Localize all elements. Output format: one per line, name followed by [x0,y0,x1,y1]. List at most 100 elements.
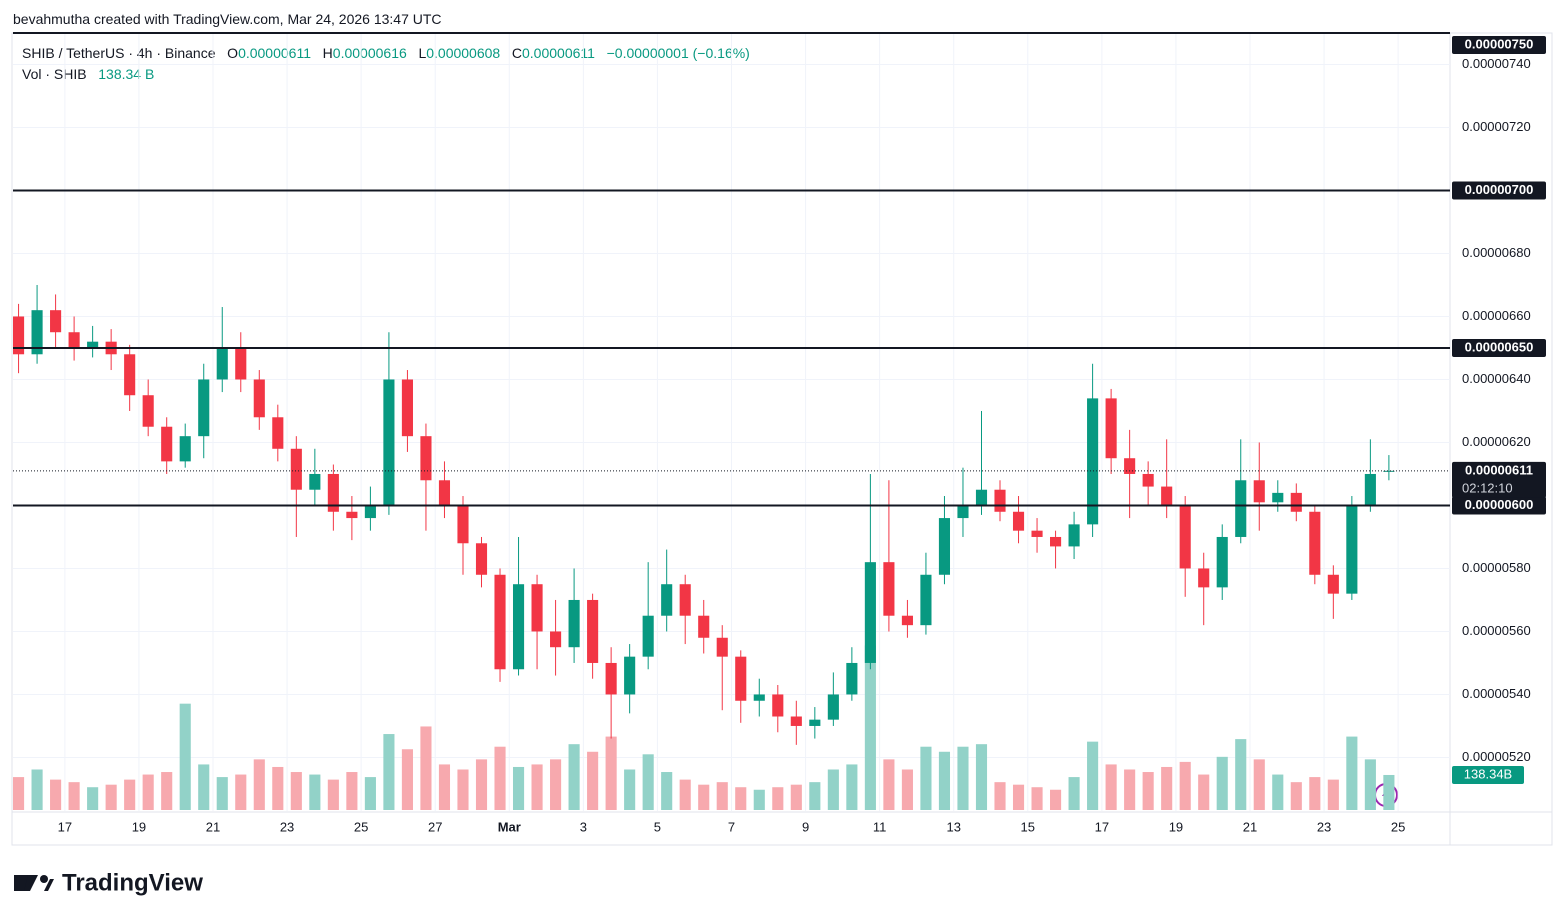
volume-bar [1124,769,1136,810]
volume-bar [1142,772,1154,810]
x-tick-label: 25 [1391,819,1405,834]
logo: TradingView [14,869,203,896]
candle-body [587,599,599,663]
candle-body [1179,505,1191,569]
x-tick-label: 9 [802,819,809,834]
candle-body [679,584,691,616]
y-tick-label: 0.00000740 [1462,56,1531,71]
candle-body [1383,470,1395,472]
x-tick-label: 17 [1095,819,1109,834]
volume-bar [364,777,376,810]
volume-bar [975,744,988,810]
x-tick-label: 21 [206,819,220,834]
volume-bar [124,779,136,810]
volume-bar [1105,764,1117,810]
x-tick-label: Mar [498,819,521,834]
candle-body [512,584,525,670]
volume-bar [1179,761,1191,810]
volume-bar [920,746,932,810]
candle-body [494,574,506,670]
y-tick-label: 0.00000660 [1462,308,1531,323]
volume-bar [661,772,673,810]
candle-body [1087,398,1099,525]
candle-body [790,716,802,726]
o-label: O [227,45,239,61]
candle-body [809,719,821,726]
volume-bar [1198,774,1210,810]
candle-body [31,310,43,355]
l-value: 0.00000608 [426,45,501,61]
volume-bar [1364,759,1376,810]
candle-body [475,543,488,575]
volume-bar [938,751,951,810]
candle-body [364,505,376,519]
candle-body [235,347,247,380]
price-tag-bg [1452,181,1546,200]
attribution: bevahmutha created with TradingView.com,… [13,11,442,27]
candle-body [142,395,154,427]
volume-bar [698,784,710,810]
volume-bar [216,777,228,810]
candle-body [1216,536,1228,588]
candle-body [864,562,876,663]
volume-bar [1346,736,1358,810]
volume-bar [290,772,302,810]
volume-bar [142,774,154,810]
volume-bar [494,746,506,810]
volume-bar [438,764,451,810]
volume-legend: Vol · SHIB 138.34 B [22,66,154,82]
volume-bar [198,764,210,810]
countdown: 02:12:10 [1462,480,1513,495]
candle-body [216,347,228,380]
volume-bar [883,759,895,810]
candle-body [1346,505,1358,594]
x-tick-label: 25 [354,819,368,834]
x-tick-label: 21 [1243,819,1257,834]
volume-bar [87,787,99,810]
volume-bar [679,779,691,810]
candle-body [1253,480,1265,503]
candle-body [1161,486,1173,506]
candle-body [1272,492,1284,503]
volume-bar [605,736,617,810]
x-tick-label: 19 [132,819,146,834]
candle-body [383,379,395,506]
candle-body [753,694,765,701]
volume-bar [1383,774,1395,810]
candle-body [920,574,932,626]
h-label: H [322,45,333,61]
volume-tag: 138.34B [1464,766,1512,781]
candle-body [957,505,969,519]
volume-bar [309,774,321,810]
candle-body [846,662,858,695]
volume-bar [587,751,599,810]
volume-bar [642,754,654,810]
price-tag: 0.00000650 [1465,339,1534,354]
candle-body [457,505,469,544]
candle-body [420,436,432,481]
x-tick-label: 5 [654,819,661,834]
x-tick-label: 19 [1169,819,1183,834]
o-value: 0.00000611 [238,45,311,61]
volume-bar [235,774,247,810]
volume-bar [327,779,339,810]
candle-body [1012,511,1025,531]
volume-bar [716,782,728,810]
candle-body [716,637,728,657]
volume-bar [753,789,765,810]
candle-body [1050,536,1062,547]
x-tick-label: 27 [428,819,442,834]
symbol: SHIB / TetherUS · 4h · Binance [22,45,216,61]
volume-bar [1309,777,1321,810]
volume-bar [846,764,858,810]
c-label: C [511,45,522,61]
candle-body [68,332,80,348]
candle-body [1142,473,1154,487]
volume-bar [531,764,543,810]
volume-bar [1327,779,1339,810]
volume-bar [1253,759,1265,810]
candle-body [883,562,895,616]
y-tick-label: 0.00000560 [1462,623,1531,638]
volume-bar [568,744,580,810]
candle-body [1327,574,1339,594]
